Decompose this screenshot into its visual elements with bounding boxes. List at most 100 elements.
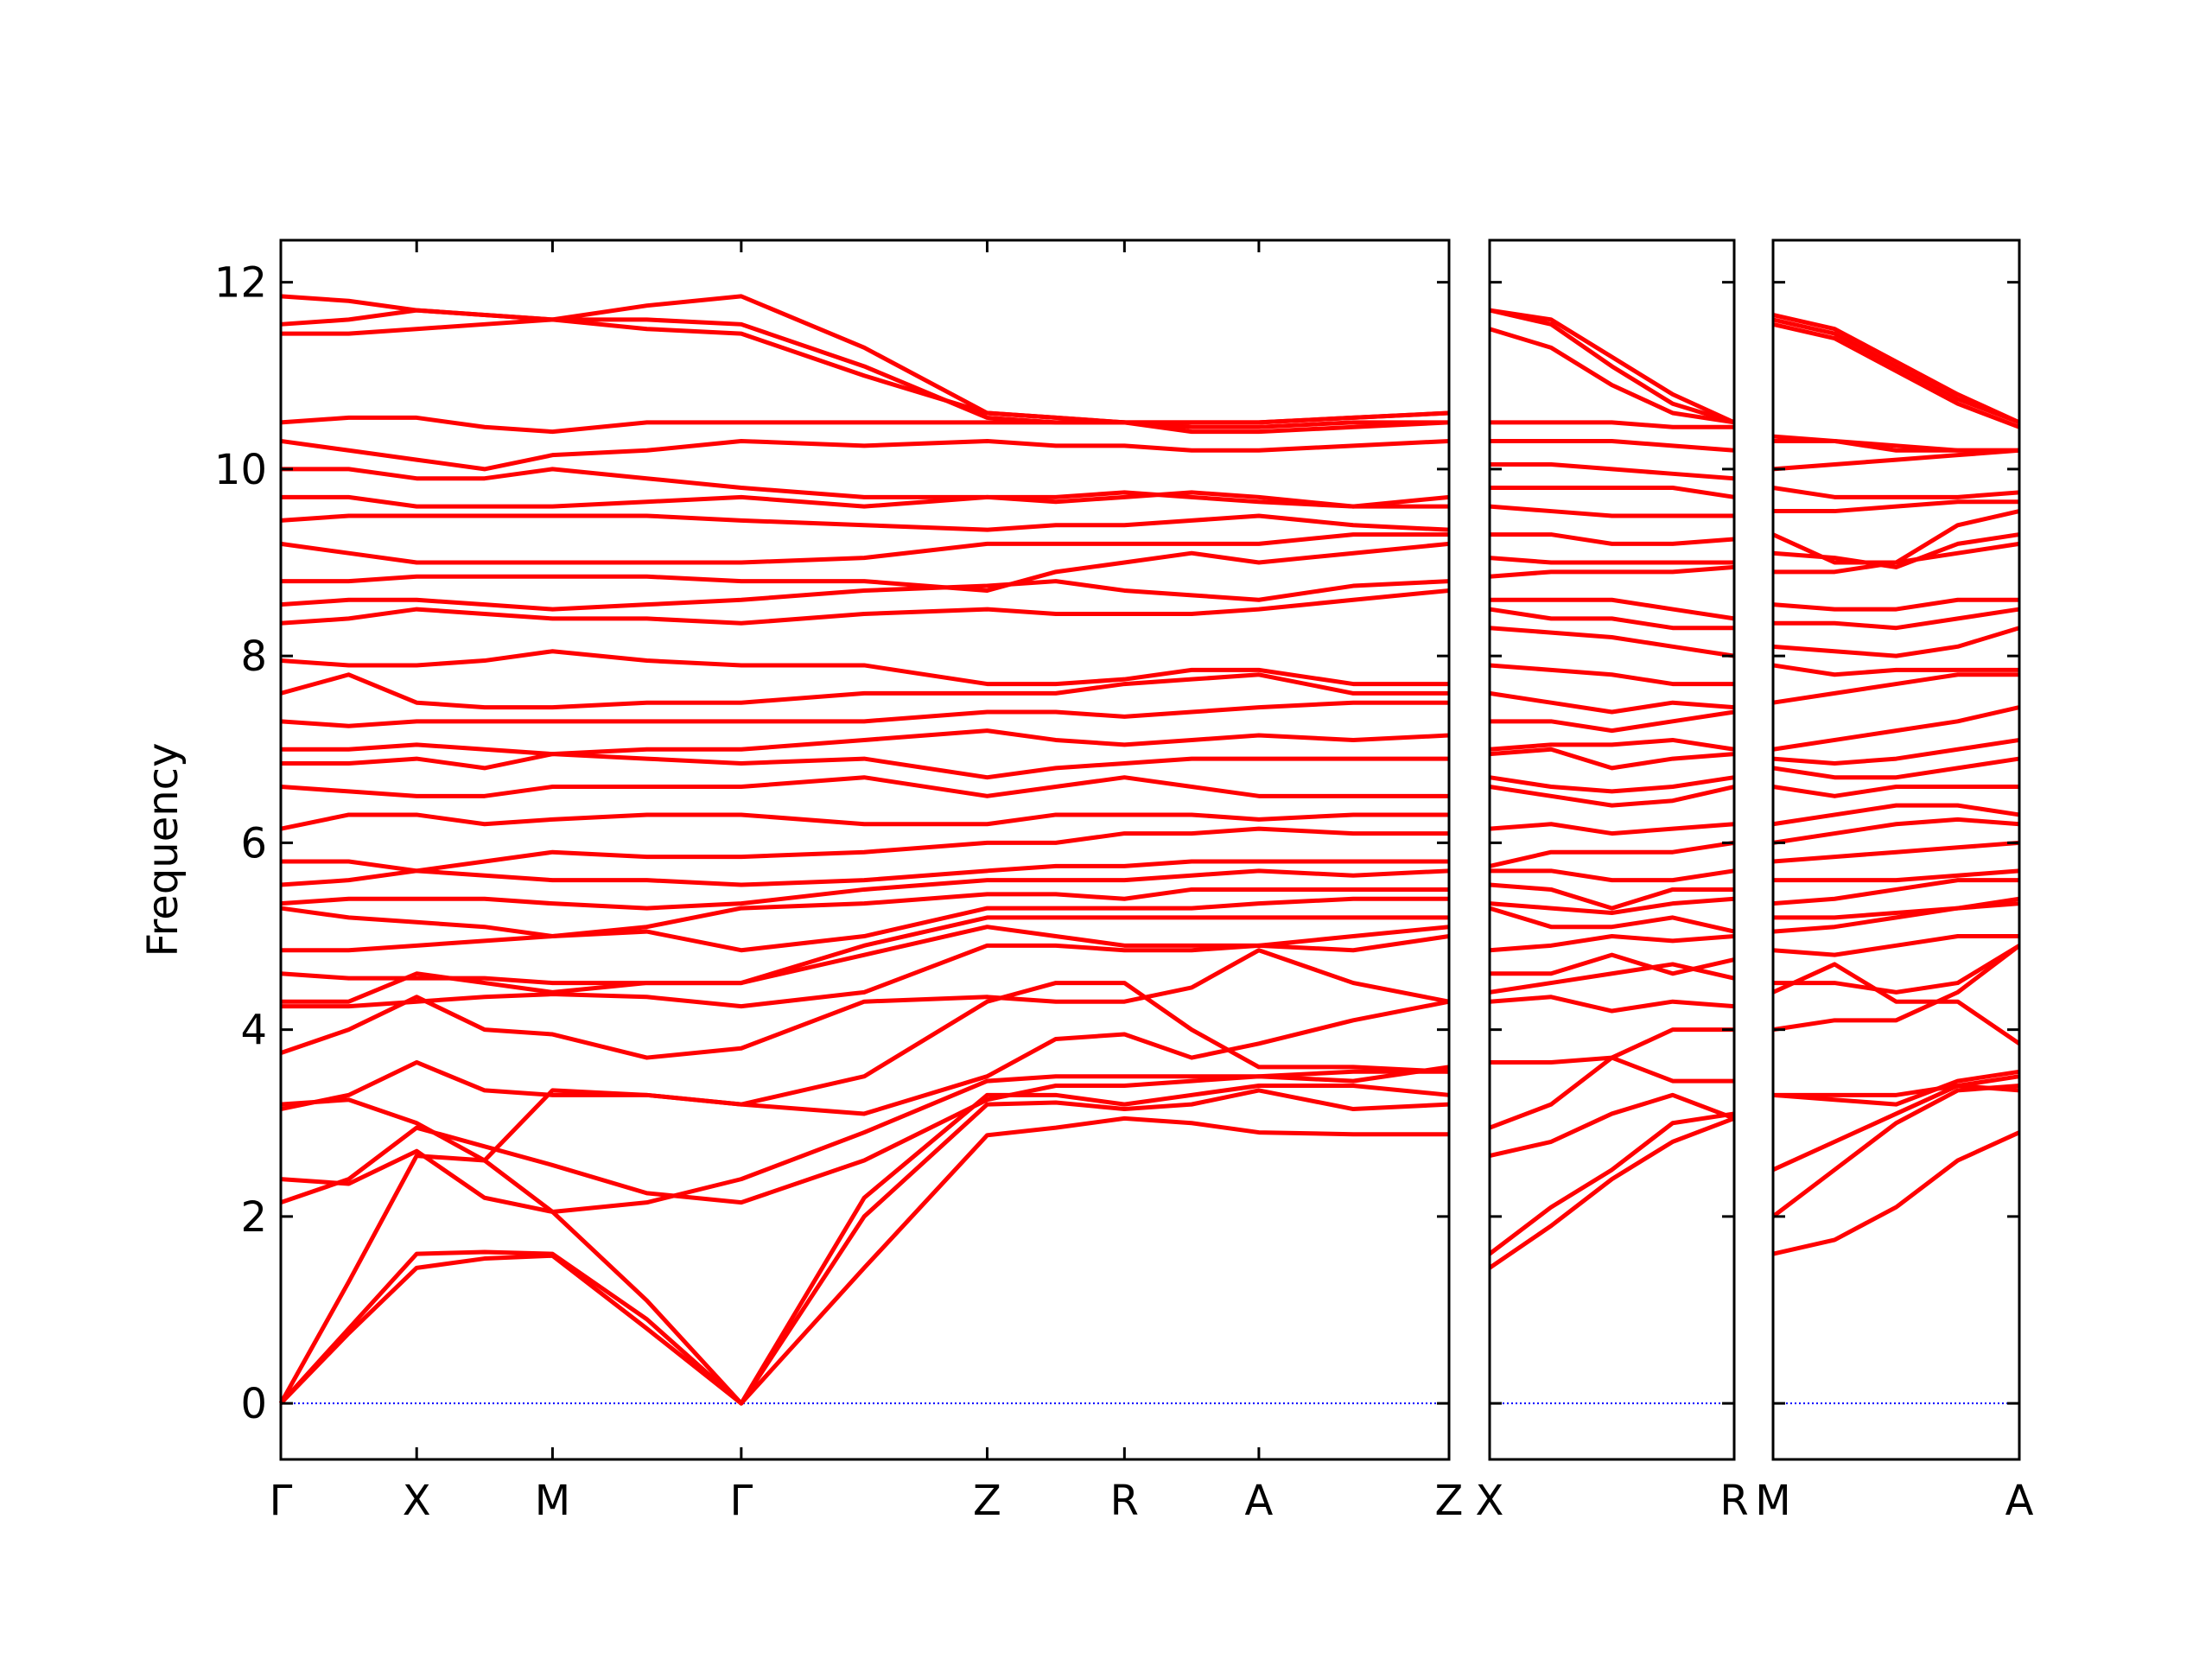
x-tick-label: A [1244,1477,1273,1525]
band-line [1488,1111,1735,1256]
x-tick-label: A [2005,1477,2034,1525]
band-line [1772,434,2019,453]
band-line [1489,775,1735,794]
band-line [280,948,1450,1060]
band-line [1771,1074,2020,1173]
band-line [281,728,1450,757]
y-tick-label: 4 [240,1007,267,1055]
x-tick-label: R [1110,1477,1139,1525]
band-line [1772,878,2019,906]
axes-frame [1488,238,1736,1461]
band-line [1490,952,1735,976]
x-tick-label: R [1719,1477,1748,1525]
band-line [280,649,1449,687]
band-line [279,1088,1450,1406]
band-line [280,887,1449,939]
band-line [280,1069,1449,1214]
band-line [1772,321,2020,429]
band-line [1772,817,2020,845]
band-line [1490,486,1735,499]
band-line [1490,438,1735,453]
band-line [1489,308,1736,425]
band-line [1489,737,1735,752]
band-line [1773,868,2020,883]
band-line [1773,607,2020,631]
band-line [1772,934,2019,957]
band-line [1772,1130,2021,1256]
y-axis-label: Frequency [139,743,188,957]
band-line [279,1116,1449,1406]
y-tick-label: 6 [240,819,267,868]
band-line [1773,1084,2020,1097]
band-line [1489,556,1734,565]
band-line [1488,1116,1735,1270]
band-line [1772,486,2020,499]
band-line [1490,420,1734,429]
band-line [1772,672,2019,705]
x-tick-label: X [403,1477,431,1525]
band-line [1489,906,1735,934]
x-tick-label: Γ [729,1477,753,1525]
band-line [280,700,1449,728]
band-line [280,868,1450,911]
band-line [281,317,1450,435]
x-tick-label: Z [1435,1477,1464,1525]
band-line [1771,962,2021,1046]
band-line [1771,509,2020,565]
y-tick-label: 8 [240,632,267,681]
band-line [1490,1027,1734,1065]
band-line [1489,1092,1735,1159]
y-tick-label: 10 [214,446,267,494]
band-line [281,896,1449,953]
band-line [1489,747,1735,771]
x-tick-label: M [535,1477,570,1525]
band-line [1489,934,1735,953]
band-line [1772,663,2019,677]
axes-frame [1771,238,2021,1461]
band-line [1490,597,1735,621]
band-line [1489,785,1735,808]
band-line [1773,944,2021,995]
band-line [1489,995,1735,1014]
band-line [1772,448,2020,472]
band-line [280,775,1449,798]
band-line [278,1084,1450,1406]
band-line [1489,690,1735,715]
x-tick-label: X [1476,1477,1504,1525]
band-line [1772,737,2020,766]
band-line [280,532,1449,565]
band-line [280,579,1450,612]
band-line [1772,756,2020,780]
band-line [1773,896,2020,920]
band-line [281,541,1450,593]
band-line [1772,705,2020,752]
band-line [1490,532,1735,546]
band-line [280,981,1450,1163]
band-line [1489,607,1734,631]
band-line [1772,785,2019,798]
band-line [281,752,1449,780]
y-tick-label: 2 [240,1193,267,1242]
band-line [1489,663,1734,687]
x-tick-label: Z [973,1477,1001,1525]
x-tick-label: Γ [270,1477,293,1525]
y-tick-label: 0 [240,1380,267,1428]
band-line [1772,944,2021,1033]
band-line [1772,626,2020,658]
band-line [280,438,1450,472]
band-line [281,490,1449,509]
band-line [1489,308,1735,425]
band-line [280,859,1449,887]
band-line [280,915,1449,986]
band-line [280,672,1449,710]
band-line [1490,461,1735,481]
band-line [1489,564,1735,579]
band-line [1772,532,2020,569]
band-line [1489,896,1735,915]
band-line [281,826,1449,874]
band-line [280,999,1450,1116]
